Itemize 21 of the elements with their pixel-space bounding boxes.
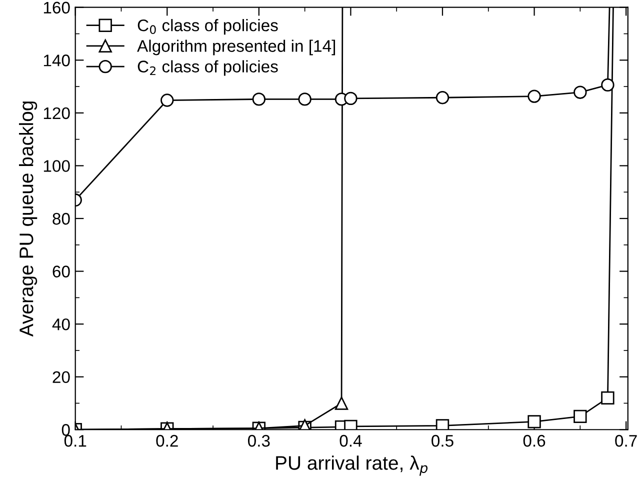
y-tick-label: 100 xyxy=(44,160,70,172)
x-tick-label: 0.7 xyxy=(615,434,637,447)
x-axis-title: PU arrival rate, λ$_{p}$ xyxy=(276,456,428,476)
y-tick-label: 160 xyxy=(44,2,70,14)
y-tick-label: 80 xyxy=(52,212,70,225)
y-tick-label: 40 xyxy=(52,318,70,330)
y-tick-label: 0 xyxy=(62,424,70,436)
y-tick-label: 20 xyxy=(52,371,70,384)
x-tick-label: 0.1 xyxy=(64,434,86,447)
y-axis-title: Average PU queue backlog xyxy=(19,102,38,337)
y-tick-label: 60 xyxy=(52,266,70,278)
x-tick-label: 0.4 xyxy=(340,434,362,447)
legend-label: Algorithm presented in [14] xyxy=(137,40,336,56)
x-tick-label: 0.5 xyxy=(432,434,454,447)
legend-label: C$_{2}$ class of policies xyxy=(138,60,278,76)
y-tick-label: 140 xyxy=(44,54,70,66)
legend-label: C$_{0}$ class of policies xyxy=(138,19,278,35)
x-tick-label: 0.6 xyxy=(523,434,546,447)
x-tick-label: 0.3 xyxy=(248,434,270,447)
x-tick-label: 0.2 xyxy=(156,434,178,447)
y-tick-label: 120 xyxy=(44,107,70,120)
